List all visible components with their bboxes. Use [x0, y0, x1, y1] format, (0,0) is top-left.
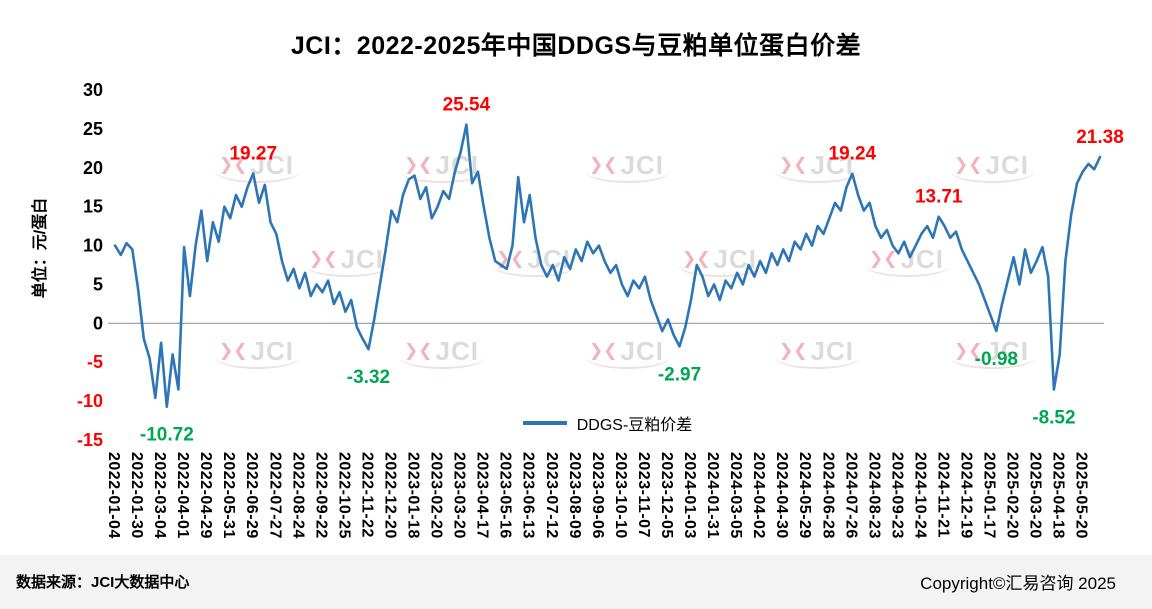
y-tick-label: 0 — [93, 313, 103, 333]
y-tick-label: 5 — [93, 274, 103, 294]
annotation-13.71: 13.71 — [915, 187, 963, 208]
x-tick-label: 2022-03-04 — [151, 452, 168, 539]
x-tick-label: 2025-02-20 — [1004, 452, 1021, 539]
x-tick-label: 2023-04-17 — [474, 452, 491, 539]
x-tick-label: 2024-03-05 — [727, 452, 744, 539]
ddgs-soymeal-spread-line — [113, 123, 1102, 409]
x-tick-label: 2022-04-29 — [197, 452, 214, 539]
x-tick-label: 2022-11-22 — [358, 452, 375, 538]
x-tick-label: 2024-09-23 — [888, 452, 905, 539]
annotation-25.54: 25.54 — [443, 95, 491, 116]
y-tick-label: 25 — [83, 119, 103, 139]
x-tick-label: 2024-01-03 — [681, 452, 698, 539]
x-tick-label: 2025-05-20 — [1073, 452, 1090, 539]
x-tick-label: 2024-07-26 — [842, 452, 859, 539]
x-tick-label: 2023-03-20 — [451, 452, 468, 539]
footer-band — [0, 555, 1152, 609]
annotation--3.32: -3.32 — [347, 367, 390, 388]
annotation--10.72: -10.72 — [140, 425, 194, 446]
x-tick-label: 2024-06-28 — [819, 452, 836, 539]
legend-series-label: DDGS-豆粕价差 — [576, 417, 693, 434]
x-tick-label: 2024-04-02 — [750, 452, 767, 539]
annotation-19.24: 19.24 — [829, 144, 877, 165]
y-tick-label: 20 — [83, 158, 103, 178]
x-tick-label: 2023-08-09 — [566, 452, 583, 539]
chart-title: JCI：2022-2025年中国DDGS与豆粕单位蛋白价差 — [290, 32, 862, 60]
annotation-19.27: 19.27 — [229, 143, 277, 164]
x-tick-label: 2023-10-10 — [612, 452, 629, 539]
y-tick-label: -5 — [87, 352, 103, 372]
y-tick-label: -15 — [77, 430, 103, 450]
annotation--2.97: -2.97 — [658, 364, 701, 385]
x-tick-label: 2022-01-30 — [128, 452, 145, 539]
x-tick-label: 2023-09-06 — [589, 452, 606, 539]
x-tick-label: 2023-05-16 — [497, 452, 514, 539]
legend-line-swatch — [522, 421, 567, 425]
y-tick-label: -10 — [77, 391, 103, 411]
x-tick-label: 2025-03-20 — [1027, 452, 1044, 539]
x-tick-label: 2022-12-20 — [381, 452, 398, 539]
data-source-note: 数据来源：JCI大数据中心 — [16, 574, 190, 591]
x-tick-label: 2022-04-01 — [174, 452, 191, 539]
x-tick-label: 2023-01-18 — [405, 452, 422, 539]
x-tick-label: 2022-01-04 — [105, 452, 122, 539]
x-tick-label: 2023-11-07 — [635, 452, 652, 538]
x-tick-label: 2022-06-29 — [243, 452, 260, 539]
annotation--8.52: -8.52 — [1032, 408, 1075, 429]
x-tick-label: 2024-10-24 — [911, 452, 928, 539]
x-tick-label: 2024-08-23 — [865, 452, 882, 539]
x-tick-label: 2023-12-05 — [658, 452, 675, 539]
annotation--0.98: -0.98 — [975, 349, 1018, 370]
x-tick-label: 2022-07-27 — [266, 452, 283, 539]
x-tick-label: 2024-04-30 — [773, 452, 790, 539]
x-tick-label: 2024-11-21 — [934, 452, 951, 538]
x-tick-label: 2022-10-25 — [335, 452, 352, 539]
x-tick-label: 2025-04-18 — [1050, 452, 1067, 539]
x-tick-label: 2022-08-24 — [289, 452, 306, 539]
x-tick-label: 2024-12-19 — [958, 452, 975, 539]
copyright-note: Copyright©汇易咨询 2025 — [920, 574, 1116, 593]
x-tick-label: 2024-01-31 — [704, 452, 721, 539]
chart-legend: DDGS-豆粕价差 — [115, 411, 1100, 435]
x-tick-label: 2023-07-12 — [543, 452, 560, 539]
y-tick-label: 30 — [83, 80, 103, 100]
annotation-21.38: 21.38 — [1076, 127, 1124, 148]
y-tick-label: 15 — [83, 197, 103, 217]
x-tick-label: 2024-05-29 — [796, 452, 813, 539]
x-tick-label: 2023-06-13 — [520, 452, 537, 539]
x-tick-label: 2022-05-31 — [220, 452, 237, 539]
x-tick-label: 2023-02-20 — [428, 452, 445, 539]
x-tick-label: 2025-01-17 — [981, 452, 998, 539]
y-tick-label: 10 — [83, 236, 103, 256]
x-tick-label: 2022-09-22 — [312, 452, 329, 539]
